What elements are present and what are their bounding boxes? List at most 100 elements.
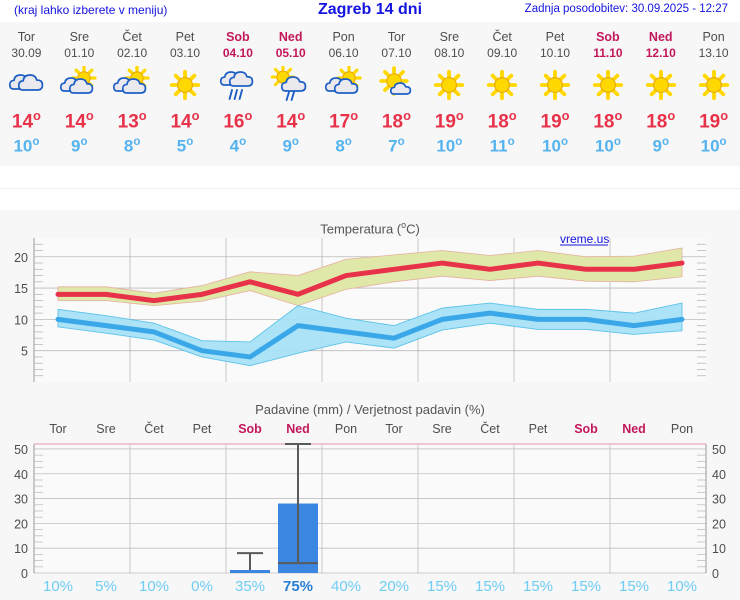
- precip-y-tick-left: 10: [14, 542, 28, 556]
- day-column[interactable]: Pet 10.10 19o 10o: [529, 22, 582, 166]
- max-temperature: 14o: [53, 108, 106, 133]
- weather-icon-wrap: [270, 64, 312, 104]
- weather-icon-wrap: [375, 66, 417, 104]
- location-hint: (kraj lahko izberete v meniju): [14, 3, 168, 17]
- min-temp-value: 11: [489, 136, 508, 156]
- weather-icon-wrap: [481, 66, 523, 104]
- temperature-chart-panel: Temperatura (oC) 20 15 10 5 vreme.us: [0, 210, 740, 395]
- day-date: 07.10: [381, 46, 412, 60]
- degree-sign: o: [397, 136, 405, 148]
- degree-sign: o: [350, 108, 359, 123]
- min-temp-value: 4: [229, 136, 240, 156]
- max-temp-value: 19: [540, 111, 562, 133]
- max-temp-value: 18: [381, 111, 404, 133]
- precipitation-chart-title: Padavine (mm) / Verjetnost padavin (%): [255, 402, 485, 417]
- precip-day-label: Sob: [574, 422, 598, 436]
- partly-cloudy-icon: [60, 65, 97, 94]
- precip-probability: 5%: [95, 578, 117, 595]
- max-temperature: 18o: [476, 108, 529, 133]
- degree-sign: o: [661, 136, 669, 148]
- precip-y-tick-right: 40: [712, 468, 726, 482]
- min-temp-value: 7: [388, 136, 398, 156]
- day-column[interactable]: Čet 09.10 18o 11o: [476, 22, 529, 166]
- precip-y-tick-left: 30: [14, 493, 28, 507]
- precip-day-label: Ned: [622, 422, 646, 436]
- precip-probability: 15%: [426, 578, 458, 595]
- partly-cloudy-icon: [324, 65, 362, 94]
- precip-y-tick-left: 20: [14, 517, 28, 531]
- daily-forecast-panel: Tor 30.09 14o 10o Sre 01.10 14o 9o Čet 02.10 13o 8o…: [0, 22, 740, 166]
- precip-y-tick-right: 30: [712, 493, 726, 507]
- sunny-icon: [698, 69, 729, 101]
- min-temperature: 9o: [634, 136, 687, 157]
- day-column[interactable]: Sre 01.10 14o 9o: [53, 22, 106, 166]
- precip-day-label: Pet: [528, 422, 548, 436]
- temperature-chart-title: Temperatura (oC): [0, 220, 740, 236]
- precip-day-label: Pet: [192, 422, 212, 436]
- sunny-icon: [592, 69, 623, 101]
- degree-sign: o: [344, 136, 352, 148]
- degree-sign: o: [291, 136, 299, 148]
- min-temperature: 7o: [370, 136, 423, 157]
- precip-day-label: Čet: [480, 422, 500, 436]
- day-date: 11.10: [593, 46, 623, 60]
- temperature-title-tail: C): [406, 221, 420, 237]
- degree-sign: o: [614, 108, 623, 123]
- degree-sign: o: [244, 108, 253, 123]
- day-date: 13.10: [698, 46, 729, 60]
- day-date: 06.10: [328, 46, 359, 60]
- precip-y-tick-left: 40: [14, 468, 28, 482]
- precip-probability: 35%: [234, 578, 266, 595]
- precip-probability: 75%: [282, 578, 314, 595]
- precip-probability: 15%: [522, 578, 554, 595]
- weather-icon-wrap: [534, 66, 576, 104]
- day-column[interactable]: Pon 06.10 17o 8o: [317, 22, 370, 166]
- min-temp-value: 10: [700, 136, 720, 156]
- day-column[interactable]: Tor 07.10 18o 7o: [370, 22, 423, 166]
- day-column[interactable]: Pet 03.10 14o 5o: [159, 22, 212, 166]
- sunny-icon: [434, 69, 465, 101]
- min-temperature: 9o: [264, 136, 317, 157]
- sunny-icon: [539, 69, 571, 101]
- min-temperature: 10o: [423, 136, 476, 157]
- degree-sign: o: [719, 136, 727, 148]
- day-name: Čet: [122, 30, 142, 44]
- max-temp-value: 13: [117, 111, 139, 133]
- day-column[interactable]: Ned 05.10 14o 9o: [264, 22, 317, 166]
- degree-sign: o: [455, 136, 463, 148]
- max-temperature: 14o: [264, 108, 317, 133]
- min-temperature: 10o: [0, 136, 53, 157]
- last-updated-label: Zadnja posodobitev: 30.09.2025 - 12:27: [524, 3, 728, 15]
- day-column[interactable]: Sob 11.10 18o 10o: [581, 22, 634, 166]
- precip-probability: 20%: [378, 578, 410, 595]
- degree-sign: o: [403, 108, 411, 123]
- day-date: 02.10: [117, 46, 148, 60]
- degree-sign: o: [720, 108, 729, 123]
- max-temperature: 14o: [159, 108, 212, 133]
- precip-day-label: Sob: [238, 422, 262, 436]
- day-column[interactable]: Čet 02.10 13o 8o: [106, 22, 159, 166]
- precip-bar: [230, 570, 270, 573]
- min-temperature: 8o: [106, 136, 159, 157]
- day-column[interactable]: Pon 13.10 19o 10o: [687, 22, 740, 166]
- degree-sign: o: [85, 108, 94, 123]
- precip-probability: 15%: [618, 578, 650, 595]
- sunny-icon: [169, 69, 201, 101]
- day-column[interactable]: Sre 08.10 19o 10o: [423, 22, 476, 166]
- max-temperature: 19o: [423, 108, 476, 133]
- day-column[interactable]: Tor 30.09 14o 10o: [0, 22, 53, 166]
- day-column[interactable]: Ned 12.10 18o 9o: [634, 22, 687, 166]
- day-name: Ned: [648, 30, 673, 44]
- temp-y-tick: 20: [14, 251, 28, 265]
- max-temperature: 19o: [529, 108, 582, 133]
- max-temperature: 19o: [687, 108, 740, 133]
- max-temp-value: 19: [699, 111, 721, 133]
- degree-sign: o: [32, 136, 40, 148]
- weather-icon-wrap: [164, 66, 206, 104]
- min-temperature: 8o: [317, 136, 370, 157]
- degree-sign: o: [186, 136, 194, 148]
- min-temperature: 11o: [476, 136, 529, 157]
- precip-probability: 15%: [570, 578, 602, 595]
- day-column[interactable]: Sob 04.10 16o 4o: [211, 22, 264, 166]
- weather-icon-wrap: [587, 66, 629, 104]
